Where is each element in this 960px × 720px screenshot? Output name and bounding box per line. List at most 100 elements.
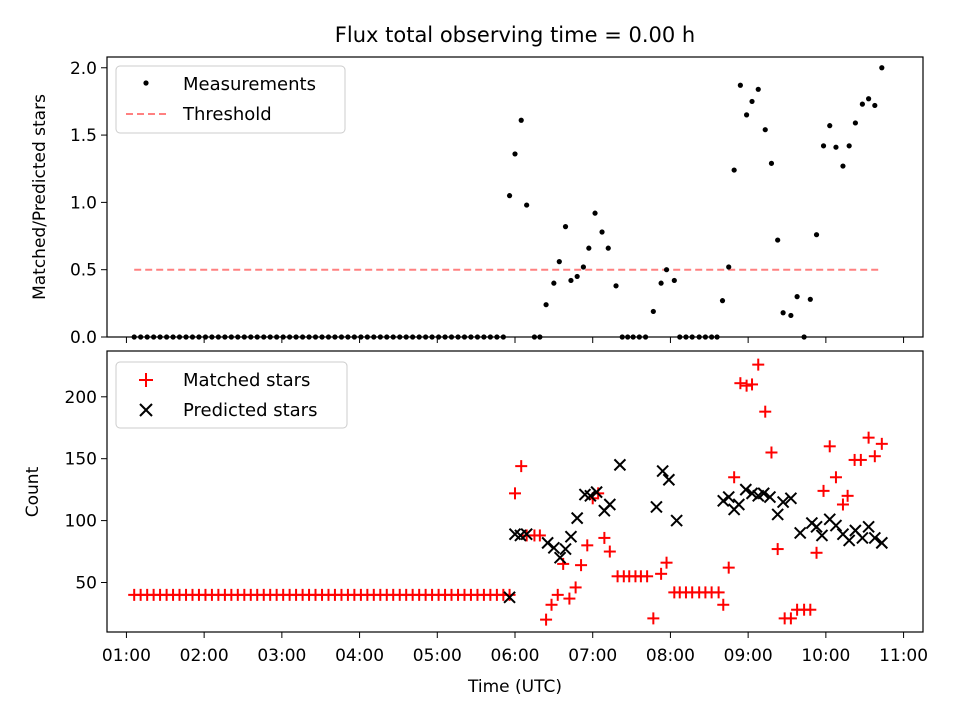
top-ytick-label: 1.0 — [70, 193, 97, 213]
measurement-point — [592, 210, 598, 216]
matched-star-point — [647, 612, 660, 625]
matched-star-point — [868, 450, 881, 463]
top-legend: Measurements Threshold — [115, 65, 346, 134]
predicted-star-point — [784, 492, 798, 505]
measurement-point — [813, 232, 820, 238]
measurement-point — [543, 302, 549, 308]
measurement-point — [663, 267, 670, 273]
predicted-star-point — [875, 536, 889, 550]
matched-star-point — [829, 471, 842, 484]
matched-star-point — [717, 598, 730, 611]
xtick-label: 03:00 — [257, 646, 306, 666]
measurement-point — [840, 163, 846, 169]
predicted-star-point — [547, 541, 561, 555]
measurement-point — [846, 143, 852, 149]
measurement-point — [586, 245, 592, 251]
measurement-point — [788, 312, 794, 319]
bottom-legend: Matched stars Predicted stars — [115, 361, 348, 429]
predicted-star-point — [829, 519, 843, 532]
predicted-star-point — [776, 495, 790, 509]
matched-star-point — [740, 379, 753, 392]
matched-star-point — [603, 545, 616, 558]
measurement-point — [671, 277, 677, 284]
predicted-star-point — [590, 485, 603, 499]
matched-star-point — [655, 567, 668, 580]
bottom-ytick-label: 50 — [75, 573, 97, 593]
xtick-label: 09:00 — [724, 646, 773, 666]
predicted-star-point — [603, 498, 617, 511]
matched-star-point — [641, 570, 654, 583]
chart-title: Flux total observing time = 0.00 h — [335, 23, 695, 47]
predicted-star-point — [862, 520, 875, 533]
matched-star-point — [862, 431, 875, 444]
predicted-star-point — [763, 490, 777, 504]
predicted-star-point — [564, 530, 578, 543]
measurement-point — [518, 117, 524, 123]
predicted-star-point — [570, 511, 584, 525]
predicted-star-point — [717, 494, 730, 507]
matched-star-point — [752, 358, 765, 371]
measurement-point — [726, 264, 732, 270]
measurement-point — [605, 245, 611, 251]
bottom-ytick-label: 150 — [65, 450, 97, 470]
legend-label-threshold: Threshold — [182, 104, 272, 125]
predicted-star-point — [842, 534, 856, 547]
measurement-point — [574, 273, 580, 280]
measurement-point — [768, 160, 775, 166]
measurement-point — [580, 264, 586, 270]
matched-star-point — [841, 489, 854, 502]
legend-label-measurements: Measurements — [183, 74, 316, 95]
matched-star-point — [728, 471, 741, 484]
measurement-point — [658, 280, 664, 286]
measurement-point — [556, 259, 562, 265]
top-legend-box — [115, 65, 346, 134]
predicted-star-point — [662, 473, 676, 486]
predicted-star-point — [559, 542, 572, 556]
measurement-point — [562, 224, 569, 230]
predicted-star-point — [722, 490, 735, 504]
predicted-star-point — [584, 489, 597, 503]
measurement-point — [794, 294, 800, 300]
predicted-star-point — [650, 500, 663, 514]
matched-star-point — [509, 487, 521, 500]
predicted-star-point — [553, 551, 567, 564]
measurement-point — [719, 298, 726, 304]
measurement-point — [775, 237, 781, 243]
xtick-label: 07:00 — [568, 646, 617, 666]
bottom-axes-frame — [106, 350, 924, 633]
top-ylabel: Matched/Predicted stars — [30, 94, 50, 300]
measurement-point — [780, 310, 786, 316]
matched-star-point — [854, 453, 867, 466]
matched-star-point — [569, 581, 582, 594]
matched-star-point — [804, 603, 817, 616]
xtick-label: 05:00 — [413, 646, 462, 666]
top-ytick-label: 0.0 — [70, 328, 97, 348]
bottom-ytick-label: 200 — [65, 388, 97, 408]
measurement-point — [879, 65, 885, 71]
matched-star-point — [823, 440, 836, 453]
predicted-star-point — [732, 498, 746, 511]
matched-star-point — [563, 592, 576, 605]
measurement-point — [872, 102, 878, 109]
legend-marker-predicted — [139, 403, 153, 417]
matched-star-point — [875, 437, 888, 450]
measurement-point — [866, 96, 872, 102]
matched-star-point — [784, 612, 797, 625]
matched-star-point — [765, 446, 778, 459]
matched-star-point — [771, 543, 784, 556]
bottom-axes: Count Time (UTC) 50 100 150 200 01:00 02:00 03… — [23, 350, 928, 697]
predicted-star-point — [757, 487, 770, 500]
measurement-point — [833, 144, 839, 150]
predicted-star-point — [503, 591, 516, 604]
xtick-label: 11:00 — [879, 646, 928, 666]
matched-star-point — [581, 539, 594, 552]
legend-marker-measurements — [143, 80, 149, 86]
measurement-point — [852, 120, 858, 126]
top-ytick-label: 0.5 — [70, 261, 97, 281]
predicted-star-point — [613, 458, 627, 472]
measurement-point — [743, 112, 750, 118]
xtick-label: 08:00 — [646, 646, 695, 666]
predicted-star-point — [656, 464, 669, 478]
measurement-point — [820, 143, 827, 149]
